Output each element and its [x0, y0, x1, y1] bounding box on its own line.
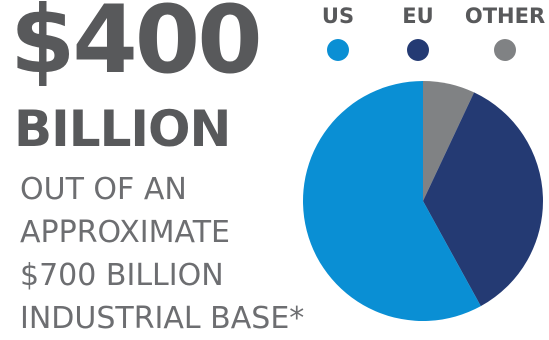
headline-unit: BILLION — [14, 100, 231, 158]
legend-item-other: OTHER — [462, 6, 548, 61]
legend-label-other: OTHER — [464, 4, 546, 28]
pie-chart — [303, 81, 543, 321]
pie-slice-other — [423, 81, 475, 201]
legend-swatch-other — [494, 39, 516, 61]
pie-slice-eu — [423, 92, 543, 307]
legend-label-eu: EU — [402, 4, 434, 28]
legend-item-us: US — [316, 6, 360, 61]
description-line: INDUSTRIAL BASE* — [20, 301, 305, 336]
description-line: OUT OF AN — [20, 172, 187, 207]
legend-item-eu: EU — [396, 6, 440, 61]
pie-slice-us — [303, 81, 481, 321]
description-line: APPROXIMATE — [20, 215, 230, 250]
legend-label-us: US — [321, 4, 355, 28]
legend-swatch-us — [327, 39, 349, 61]
description-line: $700 BILLION — [20, 258, 224, 293]
headline-description: OUT OF AN APPROXIMATE $700 BILLION INDUS… — [20, 168, 304, 340]
headline-amount: $400 — [10, 0, 263, 95]
legend-swatch-eu — [407, 39, 429, 61]
